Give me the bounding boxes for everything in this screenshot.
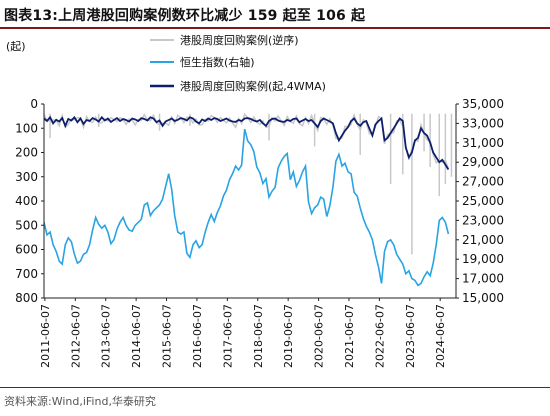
x-tick-label: 2017-06-07 (221, 304, 234, 368)
right-tick-label: 25,000 (462, 194, 504, 208)
title-rule (0, 27, 550, 29)
left-tick-label: 600 (15, 243, 38, 257)
x-tick-label: 2022-06-07 (373, 304, 386, 368)
legend-background (147, 30, 405, 96)
x-tick-label: 2016-06-07 (191, 304, 204, 368)
right-tick-label: 29,000 (462, 155, 504, 169)
x-tick-label: 2012-06-07 (69, 304, 82, 368)
x-tick-label: 2024-06-07 (434, 304, 447, 368)
weekly-series-line (43, 112, 450, 170)
left-tick-label: 200 (15, 146, 38, 160)
left-tick-label: 100 (15, 121, 38, 135)
x-tick-label: 2023-06-07 (404, 304, 417, 368)
x-tick-label: 2014-06-07 (130, 304, 143, 368)
legend-label-hsi: 恒生指数(右轴) (180, 55, 255, 69)
right-tick-label: 23,000 (462, 213, 504, 227)
chart: (起) 0 100 200 300 400 500 600 700 800 15,000 17,00… (6, 30, 504, 368)
x-tick-label: 2015-06-07 (161, 304, 174, 368)
x-tick-label: 2013-06-07 (100, 304, 113, 368)
title-bar: 图表13:上周港股回购案例数环比减少 159 起至 106 起 (0, 0, 550, 29)
x-tick-label: 2018-06-07 (252, 304, 265, 368)
right-tick-label: 19,000 (462, 252, 504, 266)
right-tick-label: 35,000 (462, 97, 504, 111)
wma-series (43, 115, 450, 170)
x-tick-label: 2011-06-07 (39, 304, 52, 368)
hsi-series (43, 129, 450, 287)
right-tick-label: 17,000 (462, 272, 504, 286)
hsi-series-line (43, 129, 450, 287)
left-tick-label: 300 (15, 170, 38, 184)
left-tick-label: 500 (15, 218, 38, 232)
left-tick-label: 0 (30, 97, 38, 111)
legend-label-weekly: 港股周度回购案例(逆序) (180, 33, 299, 47)
chart-title: 图表13:上周港股回购案例数环比减少 159 起至 106 起 (4, 8, 366, 24)
legend: 港股周度回购案例(逆序) 恒生指数(右轴) 港股周度回购案例(起,4WMA) (147, 30, 405, 96)
right-tick-label: 33,000 (462, 116, 504, 130)
source-note: 资料来源:Wind,iFind,华泰研究 (4, 395, 156, 408)
right-tick-label: 15,000 (462, 291, 504, 305)
left-tick-label: 400 (15, 194, 38, 208)
x-tick-label: 2021-06-07 (343, 304, 356, 368)
left-tick-label: 800 (15, 291, 38, 305)
left-unit-label: (起) (6, 40, 26, 53)
right-tick-label: 21,000 (462, 233, 504, 247)
x-tick-label: 2020-06-07 (313, 304, 326, 368)
axes: 0 100 200 300 400 500 600 700 800 15,000 17,000 19,… (15, 97, 504, 368)
x-tick-label: 2019-06-07 (282, 304, 295, 368)
legend-label-wma: 港股周度回购案例(起,4WMA) (180, 79, 326, 93)
right-tick-label: 27,000 (462, 175, 504, 189)
bottom-rule (0, 387, 550, 388)
wma-series-line (43, 115, 450, 170)
right-tick-label: 31,000 (462, 136, 504, 150)
left-tick-label: 700 (15, 267, 38, 281)
